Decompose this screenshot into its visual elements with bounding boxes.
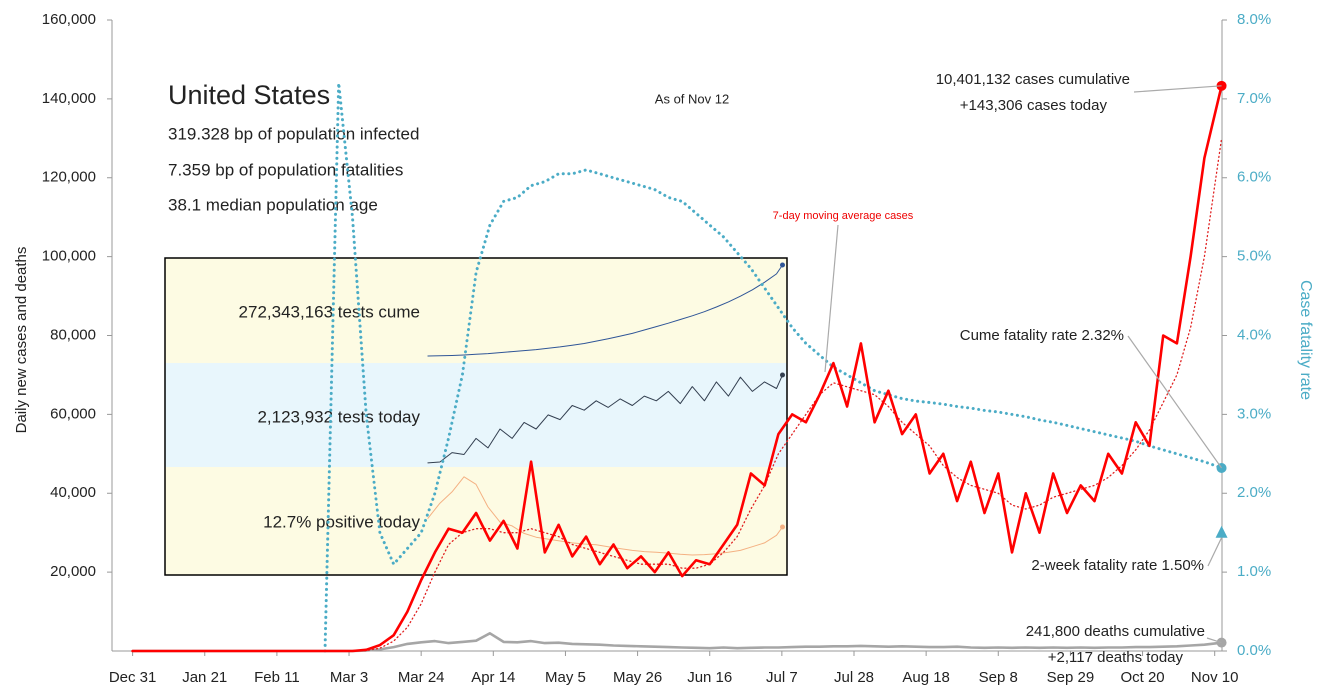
- series-line: [131, 84, 1223, 653]
- x-tick-label: Nov 10: [1191, 669, 1239, 686]
- note: 7.359 bp of population fatalities: [168, 160, 403, 179]
- annotation: 2-week fatality rate 1.50%: [1031, 557, 1204, 574]
- leader-line: [1207, 537, 1223, 567]
- y-tick-label: 60,000: [50, 405, 96, 422]
- x-tick-label: May 5: [545, 669, 586, 686]
- y-tick-label: 100,000: [42, 248, 96, 265]
- end-marker: [779, 262, 785, 268]
- y-tick-label: 40,000: [50, 484, 96, 501]
- x-tick-label: Oct 20: [1120, 669, 1164, 686]
- x-tick-label: Jun 16: [687, 669, 732, 686]
- y-tick-label: 80,000: [50, 326, 96, 343]
- y-tick-label: 140,000: [42, 90, 96, 107]
- x-tick-label: Apr 14: [471, 669, 515, 686]
- leader-line: [1133, 85, 1222, 93]
- x-tick-label: Jan 21: [182, 669, 227, 686]
- x-tick-label: Jul 7: [766, 669, 798, 686]
- end-marker: [779, 524, 785, 530]
- series-line: [131, 632, 1223, 653]
- x-tick-label: Dec 31: [109, 669, 157, 686]
- annotation: +143,306 cases today: [960, 97, 1108, 114]
- end-marker: [779, 372, 785, 378]
- chart-title: United States: [168, 80, 330, 110]
- x-tick-label: May 26: [613, 669, 662, 686]
- annotation: 10,401,132 cases cumulative: [936, 71, 1130, 88]
- y2-tick-label: 1.0%: [1237, 563, 1271, 580]
- note: 38.1 median population age: [168, 195, 378, 214]
- annotation: Cume fatality rate 2.32%: [960, 327, 1124, 344]
- annotation: 12.7% positive today: [263, 512, 420, 531]
- leader-line: [824, 224, 839, 373]
- series-line: [427, 374, 783, 464]
- y2-tick-label: 7.0%: [1237, 90, 1271, 107]
- y2-tick-label: 8.0%: [1237, 11, 1271, 28]
- leader-line: [1206, 637, 1222, 644]
- series-line: [427, 476, 783, 556]
- annotation: 7-day moving average cases: [773, 210, 914, 222]
- y-tick-label: 160,000: [42, 11, 96, 28]
- annotation: 2,123,932 tests today: [257, 407, 420, 426]
- note: 319.328 bp of population infected: [168, 124, 419, 143]
- x-tick-label: Mar 24: [398, 669, 445, 686]
- y2-axis-label: Case fatality rate: [1297, 280, 1314, 400]
- annotation: As of Nov 12: [655, 91, 729, 106]
- x-tick-label: Jul 28: [834, 669, 874, 686]
- y2-tick-label: 2.0%: [1237, 484, 1271, 501]
- series-line: [323, 81, 1224, 653]
- y2-tick-label: 5.0%: [1237, 248, 1271, 265]
- annotation: 241,800 deaths cumulative: [1026, 623, 1205, 640]
- annotation: 272,343,163 tests cume: [239, 302, 420, 321]
- y2-tick-label: 3.0%: [1237, 405, 1271, 422]
- x-tick-label: Aug 18: [902, 669, 950, 686]
- series-line: [427, 264, 783, 357]
- y-tick-label: 20,000: [50, 563, 96, 580]
- x-tick-label: Sep 29: [1047, 669, 1095, 686]
- leader-line: [1127, 335, 1223, 469]
- point-marker: [1215, 525, 1228, 538]
- x-tick-label: Sep 8: [979, 669, 1018, 686]
- x-tick-label: Mar 3: [330, 669, 368, 686]
- annotation: +2,117 deaths today: [1048, 649, 1184, 666]
- inset-band: [165, 467, 787, 575]
- x-tick-label: Feb 11: [254, 669, 300, 686]
- y2-tick-label: 0.0%: [1237, 642, 1271, 659]
- inset-band: [165, 363, 787, 467]
- y-tick-label: 120,000: [42, 169, 96, 186]
- y2-tick-label: 4.0%: [1237, 326, 1271, 343]
- series-line: [131, 137, 1223, 652]
- y-axis-label: Daily new cases and deaths: [13, 247, 30, 434]
- inset-frame: [164, 257, 788, 576]
- y2-tick-label: 6.0%: [1237, 169, 1271, 186]
